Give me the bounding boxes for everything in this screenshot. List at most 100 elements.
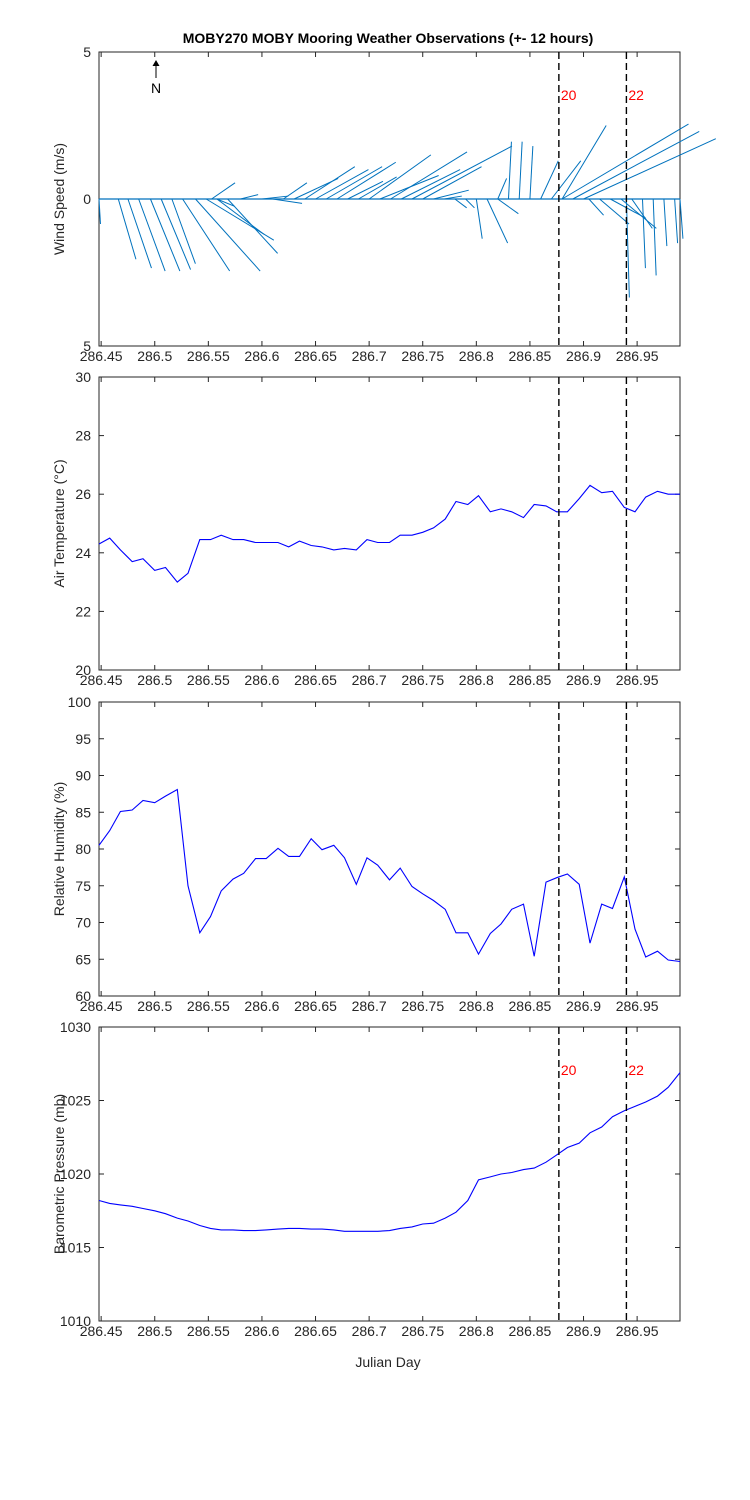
wind-vector — [518, 141, 523, 200]
y-tick-label: 1015 — [60, 1240, 91, 1256]
x-tick-label: 286.9 — [566, 998, 601, 1014]
wind-vector — [182, 198, 231, 272]
y-tick-label: 70 — [75, 915, 91, 931]
x-tick-label: 286.95 — [616, 1323, 659, 1339]
y-tick-label: 65 — [75, 951, 91, 967]
wind-vector — [138, 198, 166, 272]
y-tick-label: 0 — [83, 191, 91, 207]
wind-vector — [588, 198, 604, 216]
wind-vector — [160, 198, 192, 270]
wind-vector — [240, 194, 259, 200]
panel-3: 286.45 286.5 286.55 286.6 286.65 286.7 286.75 2… — [51, 694, 681, 1014]
x-tick-label: 286.8 — [459, 348, 494, 364]
x-tick-label: 286.65 — [294, 998, 337, 1014]
x-tick-label: 286.8 — [459, 672, 494, 688]
y-tick-label: 1010 — [60, 1313, 91, 1329]
y-tick-label: 75 — [75, 878, 91, 894]
x-tick-label: 286.85 — [509, 1323, 552, 1339]
wind-vector — [347, 180, 384, 200]
y-tick-label: 80 — [75, 841, 91, 857]
wind-vector — [631, 198, 653, 229]
y-axis-label: Wind Speed (m/s) — [51, 143, 67, 255]
wind-vector — [390, 151, 468, 200]
wind-vector — [433, 189, 469, 200]
wind-vector — [304, 166, 356, 200]
x-tick-label: 286.45 — [80, 348, 123, 364]
wind-vector — [422, 166, 482, 200]
x-tick-label: 286.7 — [352, 672, 387, 688]
wind-vector — [411, 145, 513, 200]
wind-vector — [465, 198, 475, 209]
wind-vector — [625, 198, 630, 298]
y-tick-label: 95 — [75, 731, 91, 747]
wind-vector — [550, 160, 582, 200]
x-tick-label: 286.65 — [294, 672, 337, 688]
wind-vector — [475, 198, 483, 239]
wind-vector — [679, 198, 684, 239]
x-tick-label: 286.65 — [294, 348, 337, 364]
x-tick-label: 286.75 — [401, 1323, 444, 1339]
x-tick-label: 286.5 — [137, 998, 172, 1014]
x-tick-label: 286.5 — [137, 348, 172, 364]
wind-vector — [149, 198, 181, 272]
x-tick-label: 286.85 — [509, 348, 552, 364]
wind-vector — [336, 161, 397, 200]
wind-vector — [227, 198, 278, 254]
time-marker-label: 22 — [628, 1062, 644, 1078]
x-tick-label: 286.95 — [616, 672, 659, 688]
wind-vector — [195, 198, 261, 272]
x-tick-label: 286.45 — [80, 1323, 123, 1339]
wind-vector — [641, 198, 646, 269]
wind-vector — [216, 198, 265, 235]
wind-vector — [117, 198, 137, 260]
x-tick-label: 286.5 — [137, 1323, 172, 1339]
wind-vector — [315, 169, 369, 200]
y-tick-label: 24 — [75, 545, 91, 561]
y-axis-label: Barometric Pressure (mb) — [51, 1094, 67, 1254]
x-tick-label: 286.55 — [187, 348, 230, 364]
x-tick-label: 286.6 — [244, 348, 279, 364]
data-line — [98, 788, 681, 963]
x-tick-label: 286.65 — [294, 1323, 337, 1339]
x-tick-label: 286.55 — [187, 672, 230, 688]
y-tick-label: 60 — [75, 988, 91, 1004]
x-tick-label: 286.6 — [244, 1323, 279, 1339]
y-tick-label: 5 — [83, 44, 91, 60]
north-label: N — [151, 80, 161, 96]
time-marker-label: 22 — [628, 87, 644, 103]
x-tick-label: 286.75 — [401, 672, 444, 688]
x-tick-label: 286.6 — [244, 672, 279, 688]
wind-vector — [283, 182, 308, 200]
data-line — [98, 1072, 681, 1232]
x-tick-label: 286.6 — [244, 998, 279, 1014]
x-tick-label: 286.75 — [401, 998, 444, 1014]
time-marker-label: 20 — [561, 87, 577, 103]
wind-vector — [368, 154, 432, 200]
figure-title: MOBY270 MOBY Mooring Weather Observation… — [183, 30, 594, 46]
wind-vector — [171, 198, 196, 264]
wind-vector — [444, 195, 462, 200]
wind-vector — [561, 123, 689, 200]
y-tick-label: 85 — [75, 804, 91, 820]
wind-vector — [401, 169, 461, 200]
wind-vector — [583, 138, 717, 200]
axes-box — [98, 376, 681, 671]
wind-vector — [497, 198, 519, 215]
y-tick-label: 26 — [75, 486, 91, 502]
x-tick-label: 286.85 — [509, 998, 552, 1014]
axes-box — [98, 1026, 681, 1322]
x-tick-label: 286.9 — [566, 348, 601, 364]
wind-vector — [561, 125, 607, 200]
y-tick-label: 90 — [75, 768, 91, 784]
wind-vector — [326, 166, 383, 200]
x-tick-label: 286.85 — [509, 672, 552, 688]
wind-vector — [529, 146, 534, 200]
wind-vector — [211, 182, 236, 200]
wind-vector — [663, 198, 668, 247]
y-tick-label: 22 — [75, 603, 91, 619]
wind-vector — [572, 130, 700, 200]
y-tick-label: 20 — [75, 662, 91, 678]
x-tick-label: 286.45 — [80, 998, 123, 1014]
y-tick-label: 1030 — [60, 1019, 91, 1035]
x-tick-label: 286.7 — [352, 998, 387, 1014]
